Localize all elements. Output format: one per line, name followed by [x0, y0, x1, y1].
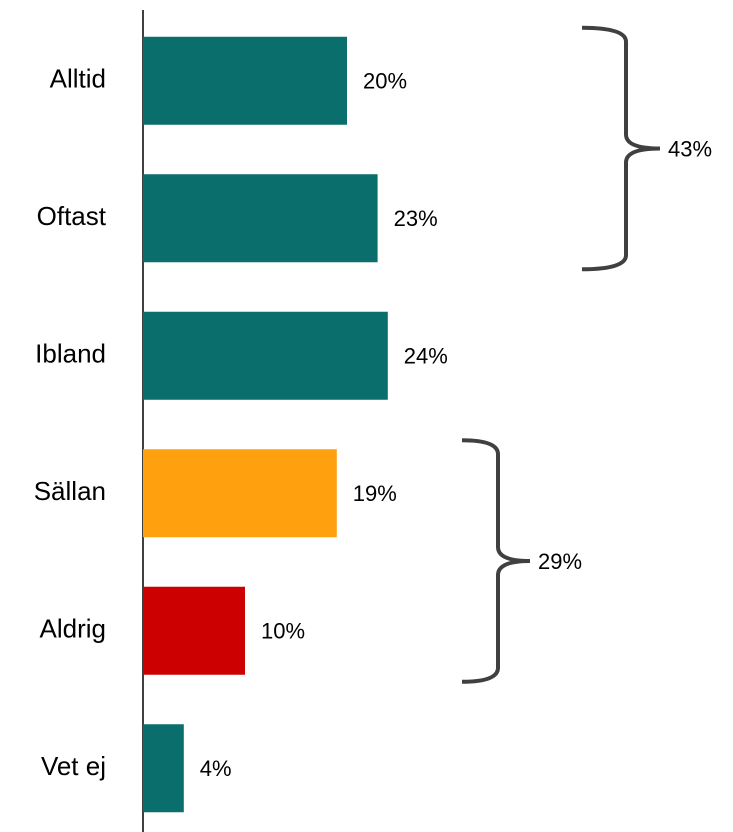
bar: [143, 311, 388, 400]
bar: [143, 724, 184, 813]
bar: [143, 449, 337, 538]
value-label: 20%: [363, 69, 407, 94]
value-label: 19%: [353, 481, 397, 506]
value-label: 24%: [404, 344, 448, 369]
bar: [143, 586, 245, 675]
value-label: 10%: [261, 619, 305, 644]
category-label: Sällan: [34, 476, 106, 506]
bar: [143, 174, 378, 263]
category-label: Aldrig: [40, 614, 106, 644]
bracket: [461, 438, 531, 684]
category-label: Ibland: [35, 339, 106, 369]
value-label: 4%: [200, 756, 232, 781]
value-label: 23%: [394, 206, 438, 231]
bar: [143, 36, 347, 125]
annotation-label: 43%: [668, 136, 712, 161]
bracket: [581, 25, 661, 272]
annotation-label: 29%: [538, 549, 582, 574]
category-label: Oftast: [37, 201, 107, 231]
category-label: Alltid: [50, 64, 106, 94]
category-label: Vet ej: [41, 751, 106, 781]
